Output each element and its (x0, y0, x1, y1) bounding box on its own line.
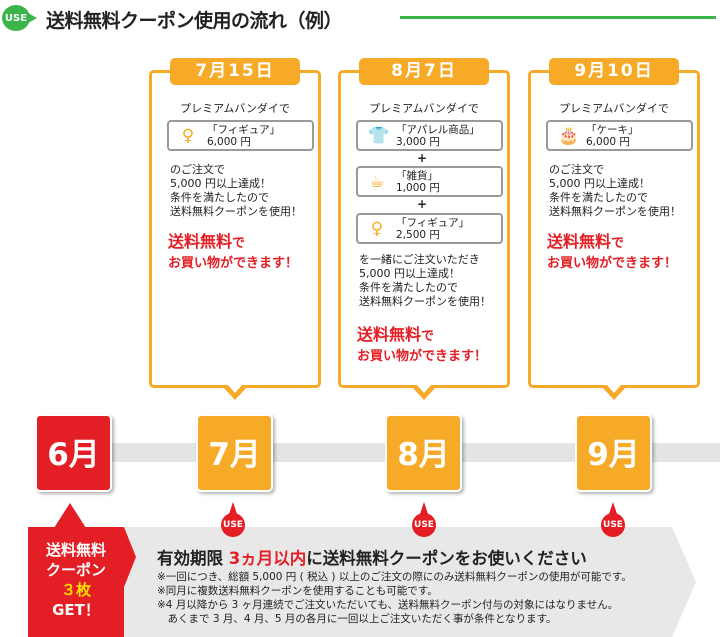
note: ※4 月以降から 3 ヶ月連続でご注文いただいても、送料無料クーポン付与の対象に… (157, 599, 619, 611)
text-line: 条件を満たしたので (359, 281, 458, 294)
card-text: を一緒にご注文いただき 5,000 円以上達成！ 条件を満たしたので 送料無料クーポン… (359, 253, 491, 309)
use-bubble: USE (601, 513, 625, 537)
cake-icon: 🎂 (558, 126, 580, 146)
note: ※同月に複数送料無料クーポンを使用することも可能です。 (157, 585, 438, 597)
text-line: 送料無料クーポンを使用！ (359, 295, 491, 308)
red-line2: お買い物ができます！ (168, 256, 299, 271)
text-line: 条件を満たしたので (170, 191, 269, 204)
notice-highlight: 3ヵ月以内 (228, 549, 307, 568)
notice-arrow-panel (124, 527, 696, 637)
text-line: のご注文で (549, 163, 604, 176)
card-pointer-inner (606, 384, 622, 393)
badge-line: クーポン (45, 561, 106, 579)
item-name: 「雑貨」 (396, 170, 438, 182)
item-name: 「フィギュア」 (207, 124, 281, 136)
item-price: 6,000 円 (586, 136, 630, 148)
card-pointer-inner (227, 384, 243, 393)
item-box: 🎂 「ケーキ」 6,000 円 (546, 120, 693, 151)
text-line: を一緒にご注文いただき (359, 253, 480, 266)
use-bubble: USE (221, 513, 245, 537)
text-line: 送料無料クーポンを使用！ (549, 205, 681, 218)
month-june: 6月 (35, 414, 112, 492)
use-bubble: USE (412, 513, 436, 537)
red-suffix: で (611, 236, 625, 251)
lead-text: プレミアムバンダイで (369, 102, 479, 115)
month-july: 7月 (196, 414, 273, 492)
free-shipping-text: 送料無料でお買い物ができます！ (547, 232, 677, 274)
badge-line: 送料無料 (45, 541, 106, 559)
month-august: 8月 (385, 414, 462, 492)
item-price: 6,000 円 (207, 136, 251, 148)
note: あくまで 3 月、4 月、5 月の各月に一回以上ご注文いただく事が条件となります… (157, 613, 557, 625)
badge-count: ３枚 (60, 581, 91, 599)
item-name: 「アパレル商品」 (396, 124, 480, 136)
card-sep10 (528, 70, 700, 388)
item-name: 「ケーキ」 (586, 124, 639, 136)
use-badge: USE (2, 5, 30, 31)
item-price: 2,500 円 (396, 229, 440, 241)
use-bubble-tip (609, 502, 617, 514)
item-box: ☕ 「雑貨」 1,000 円 (356, 166, 503, 197)
red-big: 送料無料 (168, 232, 233, 251)
page-title: 送料無料クーポン使用の流れ（例） (46, 10, 343, 32)
item-name: 「フィギュア」 (396, 217, 470, 229)
mug-icon: ☕ (369, 172, 385, 192)
red-big: 送料無料 (357, 325, 422, 344)
text-line: 5,000 円以上達成！ (170, 177, 271, 190)
notice-heading: 有効期限 3ヵ月以内に送料無料クーポンをお使いください (157, 545, 587, 569)
figure-icon: ♀ (370, 219, 384, 239)
red-suffix: で (232, 236, 246, 251)
date-tab: 9月10日 (549, 58, 679, 85)
coupon-badge-pointer (54, 503, 86, 528)
divider (400, 16, 716, 19)
figure-icon: ♀ (181, 126, 195, 146)
item-price: 1,000 円 (396, 182, 440, 194)
text-line: のご注文で (170, 163, 225, 176)
plus-sign: + (416, 197, 428, 211)
card-pointer-inner (416, 384, 432, 393)
free-shipping-text: 送料無料でお買い物ができます！ (168, 232, 298, 274)
red-big: 送料無料 (547, 232, 612, 251)
lead-text: プレミアムバンダイで (559, 102, 669, 115)
text-line: 条件を満たしたので (549, 191, 648, 204)
notice-pre: 有効期限 (157, 549, 229, 568)
card-text: のご注文で 5,000 円以上達成！ 条件を満たしたので 送料無料クーポンを使用！ (170, 163, 302, 219)
date-tab: 7月15日 (170, 58, 300, 85)
tshirt-icon: 👕 (368, 126, 390, 146)
item-price: 3,000 円 (396, 136, 440, 148)
text-line: 送料無料クーポンを使用！ (170, 205, 302, 218)
month-september: 9月 (575, 414, 652, 492)
coupon-badge-text: 送料無料クーポン ３枚 GET！ (28, 540, 124, 620)
item-box: ♀ 「フィギュア」 6,000 円 (167, 120, 314, 151)
use-badge-arrow (28, 13, 37, 23)
item-box: 👕 「アパレル商品」 3,000 円 (356, 120, 503, 151)
use-bubble-tip (229, 502, 237, 514)
red-suffix: で (421, 329, 435, 344)
plus-sign: + (416, 151, 428, 165)
date-tab: 8月7日 (359, 58, 489, 85)
red-line2: お買い物ができます！ (547, 256, 678, 271)
coupon-badge (28, 527, 136, 637)
badge-line: GET！ (52, 601, 100, 619)
text-line: 5,000 円以上達成！ (549, 177, 650, 190)
card-text: のご注文で 5,000 円以上達成！ 条件を満たしたので 送料無料クーポンを使用！ (549, 163, 681, 219)
notice-post: に送料無料クーポンをお使いください (306, 549, 587, 568)
red-line2: お買い物ができます！ (357, 349, 488, 364)
item-box: ♀ 「フィギュア」 2,500 円 (356, 213, 503, 244)
text-line: 5,000 円以上達成！ (359, 267, 460, 280)
free-shipping-text: 送料無料でお買い物ができます！ (357, 325, 487, 367)
card-jul15 (149, 70, 321, 388)
lead-text: プレミアムバンダイで (180, 102, 290, 115)
note: ※一回につき、総額 5,000 円 ( 税込 ) 以上のご注文の際にのみ送料無料… (157, 571, 632, 583)
use-bubble-tip (420, 502, 428, 514)
